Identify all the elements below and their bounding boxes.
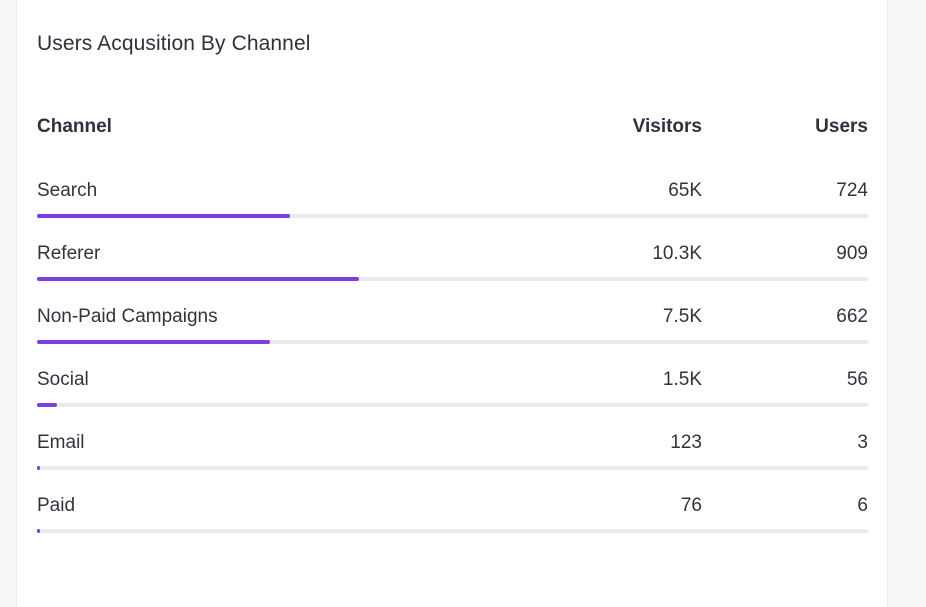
users-value: 724 (836, 180, 868, 201)
progress-fill (37, 466, 40, 470)
table-row: Paid 76 6 (37, 495, 868, 558)
visitors-value: 7.5K (662, 306, 702, 327)
progress-track (37, 277, 868, 281)
visitors-value: 65K (668, 180, 702, 201)
progress-track (37, 529, 868, 533)
channel-name: Search (37, 180, 98, 201)
header-channel: Channel (37, 116, 112, 137)
channel-name: Referer (37, 243, 101, 264)
progress-track (37, 466, 868, 470)
progress-fill (37, 403, 57, 407)
header-users: Users (815, 116, 868, 137)
users-value: 56 (846, 369, 868, 390)
visitors-value: 10.3K (652, 243, 702, 264)
progress-track (37, 403, 868, 407)
progress-track (37, 214, 868, 218)
header-visitors: Visitors (632, 116, 702, 137)
table-row: Email 123 3 (37, 432, 868, 495)
users-value: 662 (836, 306, 868, 327)
table-row: Non-Paid Campaigns 7.5K 662 (37, 306, 868, 369)
channel-name: Email (37, 432, 85, 453)
table-row: Search 65K 724 (37, 180, 868, 243)
visitors-value: 76 (680, 495, 702, 516)
channel-name: Non-Paid Campaigns (37, 306, 218, 327)
card-title: Users Acqusition By Channel (37, 32, 311, 55)
visitors-value: 123 (670, 432, 702, 453)
progress-fill (37, 529, 40, 533)
progress-fill (37, 214, 290, 218)
page-background-strip (889, 0, 926, 607)
table-row: Referer 10.3K 909 (37, 243, 868, 306)
visitors-value: 1.5K (662, 369, 702, 390)
table-row: Social 1.5K 56 (37, 369, 868, 432)
table-header: Channel Visitors Users (37, 116, 868, 144)
users-value: 6 (857, 495, 868, 516)
progress-fill (37, 277, 359, 281)
progress-fill (37, 340, 270, 344)
acquisition-card: Users Acqusition By Channel Channel Visi… (16, 0, 888, 607)
channel-name: Social (37, 369, 89, 390)
channel-name: Paid (37, 495, 76, 516)
channel-table: Channel Visitors Users Search 65K 724 Refer… (37, 116, 868, 533)
progress-track (37, 340, 868, 344)
users-value: 3 (857, 432, 868, 453)
users-value: 909 (836, 243, 868, 264)
